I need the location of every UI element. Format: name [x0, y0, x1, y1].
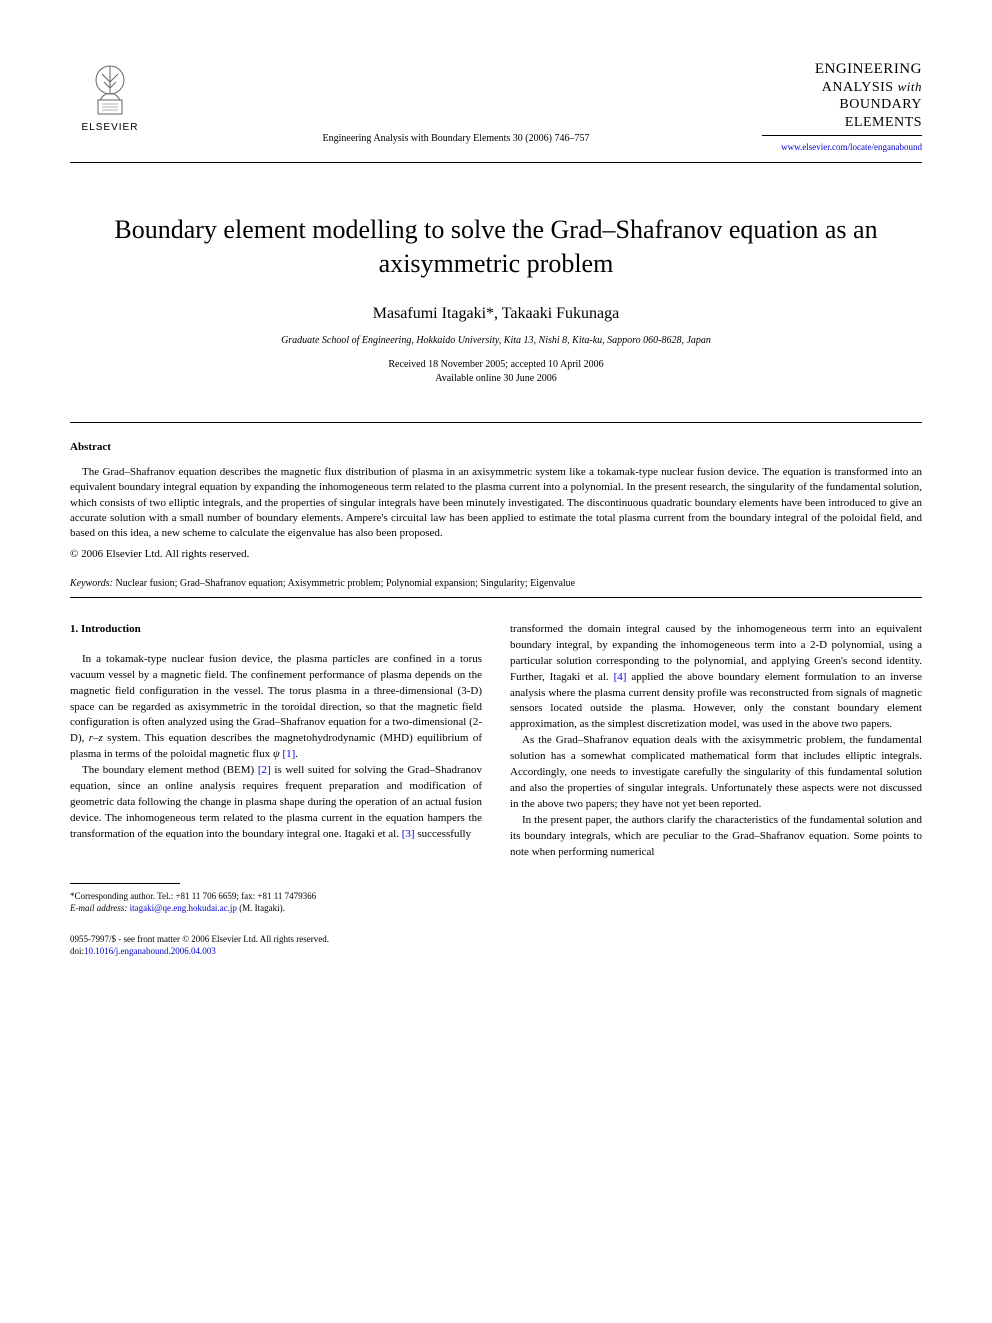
- footnote-rule: [70, 883, 180, 884]
- publisher-name: ELSEVIER: [82, 122, 139, 133]
- keywords-rule: [70, 597, 922, 598]
- ref-link-1[interactable]: [1]: [282, 748, 295, 760]
- email-link[interactable]: itagaki@qe.eng.hokudai.ac.jp: [130, 903, 237, 913]
- abstract-heading: Abstract: [70, 441, 922, 453]
- citation-line: Engineering Analysis with Boundary Eleme…: [323, 133, 590, 152]
- abstract-copyright: © 2006 Elsevier Ltd. All rights reserved…: [70, 548, 922, 560]
- doi-link[interactable]: 10.1016/j.enganabound.2006.04.003: [84, 946, 216, 956]
- footnote: *Corresponding author. Tel.: +81 11 706 …: [70, 890, 482, 914]
- journal-url-link[interactable]: www.elsevier.com/locate/enganabound: [762, 142, 922, 152]
- intro-heading: 1. Introduction: [70, 622, 482, 638]
- right-column: transformed the domain integral caused b…: [510, 622, 922, 958]
- abstract-text: The Grad–Shafranov equation describes th…: [70, 465, 922, 542]
- bottom-meta: 0955-7997/$ - see front matter © 2006 El…: [70, 934, 482, 957]
- ref-link-4[interactable]: [4]: [614, 671, 627, 683]
- paper-title: Boundary element modelling to solve the …: [70, 213, 922, 281]
- keywords: Keywords: Nuclear fusion; Grad–Shafranov…: [70, 578, 922, 589]
- header-rule: [70, 162, 922, 163]
- intro-p5: In the present paper, the authors clarif…: [510, 813, 922, 861]
- intro-p2: The boundary element method (BEM) [2] is…: [70, 763, 482, 843]
- intro-p4: As the Grad–Shafranov equation deals wit…: [510, 733, 922, 813]
- journal-box: ENGINEERING ANALYSIS with BOUNDARY ELEME…: [762, 60, 922, 152]
- affiliation: Graduate School of Engineering, Hokkaido…: [70, 335, 922, 346]
- left-column: 1. Introduction In a tokamak-type nuclea…: [70, 622, 482, 958]
- intro-p3: transformed the domain integral caused b…: [510, 622, 922, 734]
- page-header: ELSEVIER Engineering Analysis with Bound…: [70, 60, 922, 152]
- journal-title: ENGINEERING ANALYSIS with BOUNDARY ELEME…: [762, 60, 922, 131]
- body-columns: 1. Introduction In a tokamak-type nuclea…: [70, 622, 922, 958]
- intro-p1: In a tokamak-type nuclear fusion device,…: [70, 652, 482, 764]
- elsevier-tree-icon: [80, 60, 140, 120]
- ref-link-2[interactable]: [2]: [258, 764, 271, 776]
- dates: Received 18 November 2005; accepted 10 A…: [70, 358, 922, 386]
- abstract-top-rule: [70, 422, 922, 423]
- ref-link-3[interactable]: [3]: [402, 828, 415, 840]
- authors: Masafumi Itagaki*, Takaaki Fukunaga: [70, 305, 922, 323]
- publisher-logo: ELSEVIER: [70, 60, 150, 133]
